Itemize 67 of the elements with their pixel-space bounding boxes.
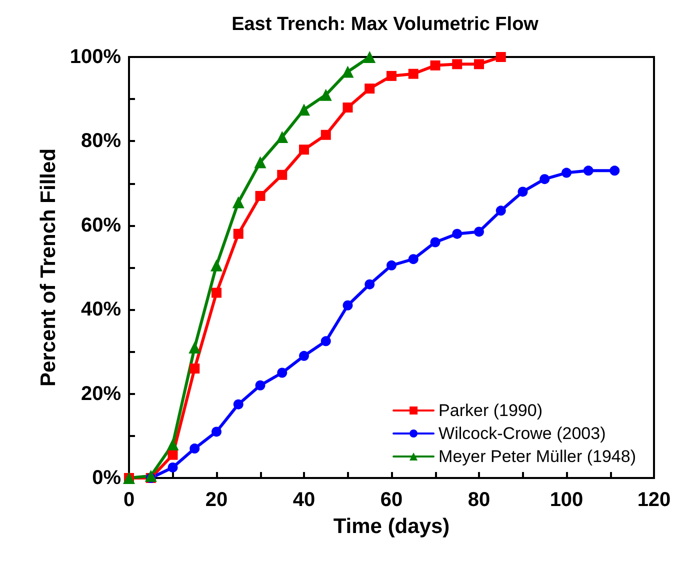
point [320, 88, 332, 101]
point [583, 166, 594, 176]
point [496, 206, 506, 216]
point [144, 470, 157, 482]
point [430, 60, 440, 70]
point [212, 426, 222, 437]
y-tick-label: 80% [80, 130, 122, 152]
point [474, 226, 484, 237]
legend-label: Parker (1990) [438, 401, 542, 420]
point [299, 144, 309, 155]
point [364, 51, 376, 63]
y-tick-label: 100% [70, 46, 122, 68]
point [342, 102, 353, 113]
point [320, 130, 331, 140]
point [212, 288, 222, 298]
y-tick-label: 40% [80, 298, 122, 321]
point [342, 300, 353, 310]
point [190, 364, 200, 374]
point [276, 130, 288, 143]
point [408, 68, 418, 79]
point [299, 350, 309, 361]
point [298, 104, 310, 116]
legend-label: Meyer Peter Müller (1948) [438, 447, 636, 466]
point [540, 174, 550, 184]
y-tick-label: 0% [92, 467, 122, 489]
point [320, 336, 331, 346]
point [452, 228, 462, 239]
x-tick-label: 0 [123, 489, 135, 511]
point [408, 254, 418, 264]
y-axis-title: Percent of Trench Filled [36, 148, 60, 387]
point [188, 341, 201, 354]
point [232, 196, 244, 208]
y-tick-label: 20% [80, 382, 122, 405]
x-tick-label: 60 [380, 489, 403, 511]
point [518, 186, 528, 197]
point [562, 168, 572, 178]
point [233, 399, 244, 410]
point [386, 260, 396, 270]
point [166, 438, 179, 450]
point [254, 156, 266, 168]
point [430, 237, 440, 248]
point [386, 70, 396, 81]
point [255, 190, 266, 201]
x-tick-label: 120 [637, 489, 671, 511]
point [342, 66, 354, 78]
point [610, 166, 620, 176]
point [168, 462, 178, 472]
x-tick-label: 100 [550, 489, 584, 511]
x-tick-label: 80 [468, 489, 490, 511]
point [233, 228, 244, 239]
y-tick-label: 60% [80, 214, 122, 236]
x-axis-title: Time (days) [333, 515, 450, 538]
x-tick-label: 20 [205, 489, 228, 511]
point [364, 279, 375, 290]
point [277, 170, 288, 180]
point [496, 52, 506, 62]
point [255, 380, 266, 390]
point [190, 444, 200, 454]
point [277, 368, 288, 378]
chart-title: East Trench: Max Volumetric Flow [232, 14, 539, 35]
point [210, 259, 222, 272]
point [452, 59, 462, 70]
point [474, 59, 484, 70]
point [364, 84, 375, 94]
point [168, 450, 178, 460]
legend-label: Wilcock-Crowe (2003) [438, 424, 606, 443]
x-tick-label: 40 [292, 489, 316, 511]
